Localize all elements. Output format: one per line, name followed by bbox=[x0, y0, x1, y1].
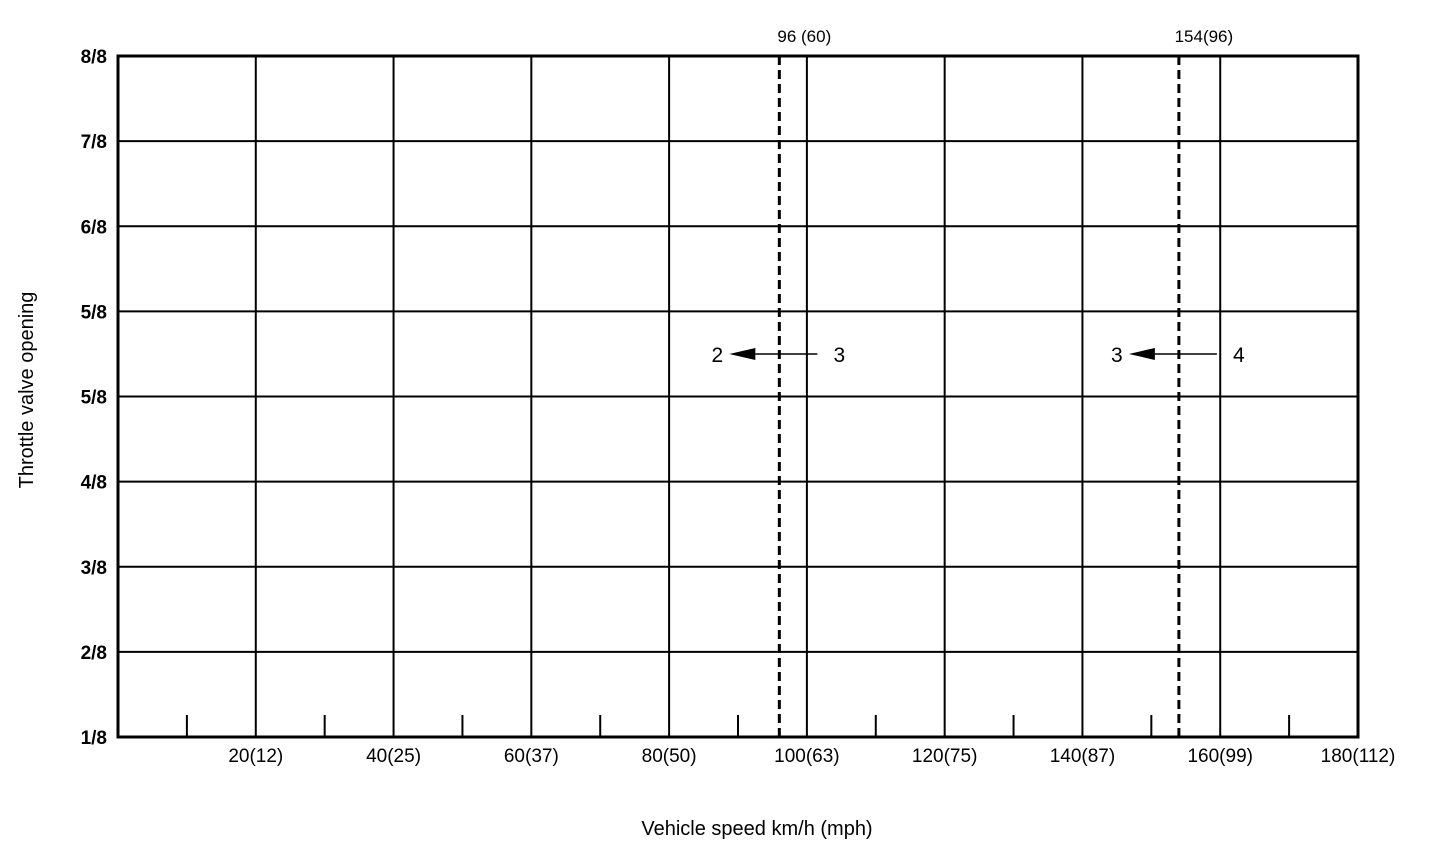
y-tick-labels: 1/8 2/8 3/8 4/8 5/8 5/8 6/8 7/8 8/8 bbox=[81, 47, 107, 749]
y-tick-label: 5/8 bbox=[81, 388, 107, 409]
y-tick-label: 8/8 bbox=[81, 47, 107, 68]
shift-to-gear: 3 bbox=[1111, 344, 1123, 367]
shift-arrow-head bbox=[729, 347, 756, 360]
y-tick-label: 4/8 bbox=[81, 473, 107, 494]
y-axis-title: Throttle valve opening bbox=[16, 292, 38, 489]
x-tick-label: 120(75) bbox=[912, 746, 978, 767]
x-axis-title: Vehicle speed km/h (mph) bbox=[641, 818, 872, 840]
minor-tick-marks bbox=[185, 715, 1291, 737]
shift-line-label: 96 (60) bbox=[777, 27, 831, 46]
x-tick-labels: 20(12) 40(25) 60(37) 80(50) 100(63) 120(75) 14… bbox=[228, 746, 1395, 767]
x-tick-label: 180(112) bbox=[1321, 746, 1396, 767]
shift-arrow-head bbox=[1128, 347, 1155, 360]
y-tick-label: 2/8 bbox=[81, 643, 107, 664]
x-tick-label: 40(25) bbox=[366, 746, 421, 767]
y-tick-label: 6/8 bbox=[81, 217, 107, 238]
y-tick-label: 1/8 bbox=[81, 728, 107, 749]
shift-from-gear: 4 bbox=[1233, 344, 1245, 367]
y-tick-label: 5/8 bbox=[81, 302, 107, 323]
x-tick-label: 140(87) bbox=[1050, 746, 1116, 767]
y-tick-label: 3/8 bbox=[81, 558, 107, 579]
shift-to-gear: 2 bbox=[711, 344, 723, 367]
shift-from-gear: 3 bbox=[833, 344, 845, 367]
grid-lines bbox=[116, 54, 1360, 739]
x-tick-label: 100(63) bbox=[774, 746, 840, 767]
x-tick-label: 20(12) bbox=[228, 746, 283, 767]
x-tick-label: 80(50) bbox=[642, 746, 697, 767]
shift-lines: 96 (60) 3 2 154(96) 4 3 bbox=[711, 27, 1245, 737]
shift-line-label: 154(96) bbox=[1175, 27, 1234, 46]
x-tick-label: 60(37) bbox=[504, 746, 559, 767]
y-tick-label: 7/8 bbox=[81, 132, 107, 153]
x-tick-label: 160(99) bbox=[1187, 746, 1253, 767]
